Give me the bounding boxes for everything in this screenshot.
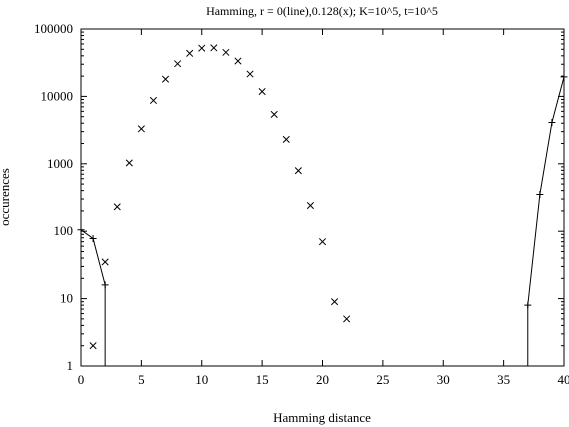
x-point <box>294 167 302 175</box>
x-point <box>258 88 266 96</box>
x-point <box>270 110 278 118</box>
x-point <box>246 70 254 78</box>
plus-point <box>548 118 556 126</box>
x-point <box>282 135 290 143</box>
x-point <box>186 49 194 57</box>
y-tick-label: 10000 <box>41 88 74 103</box>
y-tick-label: 100 <box>54 223 74 238</box>
x-point <box>306 202 314 210</box>
plus-point <box>536 191 544 199</box>
x-tick-label: 35 <box>497 372 510 387</box>
y-tick-label: 10 <box>60 291 73 306</box>
x-tick-label: 10 <box>195 372 208 387</box>
x-point <box>161 75 170 83</box>
series-line <box>527 76 565 366</box>
x-point <box>89 342 97 350</box>
series-line-group <box>77 73 568 366</box>
x-point <box>198 44 206 52</box>
chart-title: Hamming, r = 0(line),0.128(x); K=10^5, t… <box>206 4 438 18</box>
plus-point <box>89 234 97 242</box>
plus-point <box>77 226 85 234</box>
plot-frame <box>80 28 565 367</box>
x-tick-label: 5 <box>138 372 145 387</box>
x-point <box>210 44 218 52</box>
x-point <box>331 298 339 306</box>
x-point <box>234 57 242 65</box>
x-point <box>125 159 133 167</box>
y-tick-label: 1 <box>67 358 74 373</box>
y-tick-label: 1000 <box>47 156 73 171</box>
x-tick-label: 0 <box>78 372 85 387</box>
x-point <box>318 238 327 246</box>
x-tick-label: 30 <box>437 372 450 387</box>
x-tick-label: 40 <box>558 372 569 387</box>
x-point <box>137 125 145 133</box>
series-points-group <box>89 44 351 350</box>
x-point <box>174 60 182 68</box>
plus-point <box>524 301 532 309</box>
x-point <box>149 96 158 105</box>
x-point <box>113 203 121 211</box>
x-tick-label: 20 <box>316 372 329 387</box>
y-tick-label: 100000 <box>34 21 73 36</box>
x-tick-label: 25 <box>376 372 389 387</box>
x-point <box>222 48 230 56</box>
plus-point <box>101 281 109 289</box>
x-tick-label: 15 <box>256 372 269 387</box>
plus-point <box>560 73 568 81</box>
series-line <box>80 229 106 366</box>
y-axis-label: occurences <box>0 168 12 226</box>
axis-ticks: 0 5 10 15 20 25 30 35 40 1 10 100 1000 10000 100000 <box>34 21 569 387</box>
x-axis-label: Hamming distance <box>273 410 371 425</box>
x-point <box>343 315 351 323</box>
x-point <box>101 258 109 266</box>
